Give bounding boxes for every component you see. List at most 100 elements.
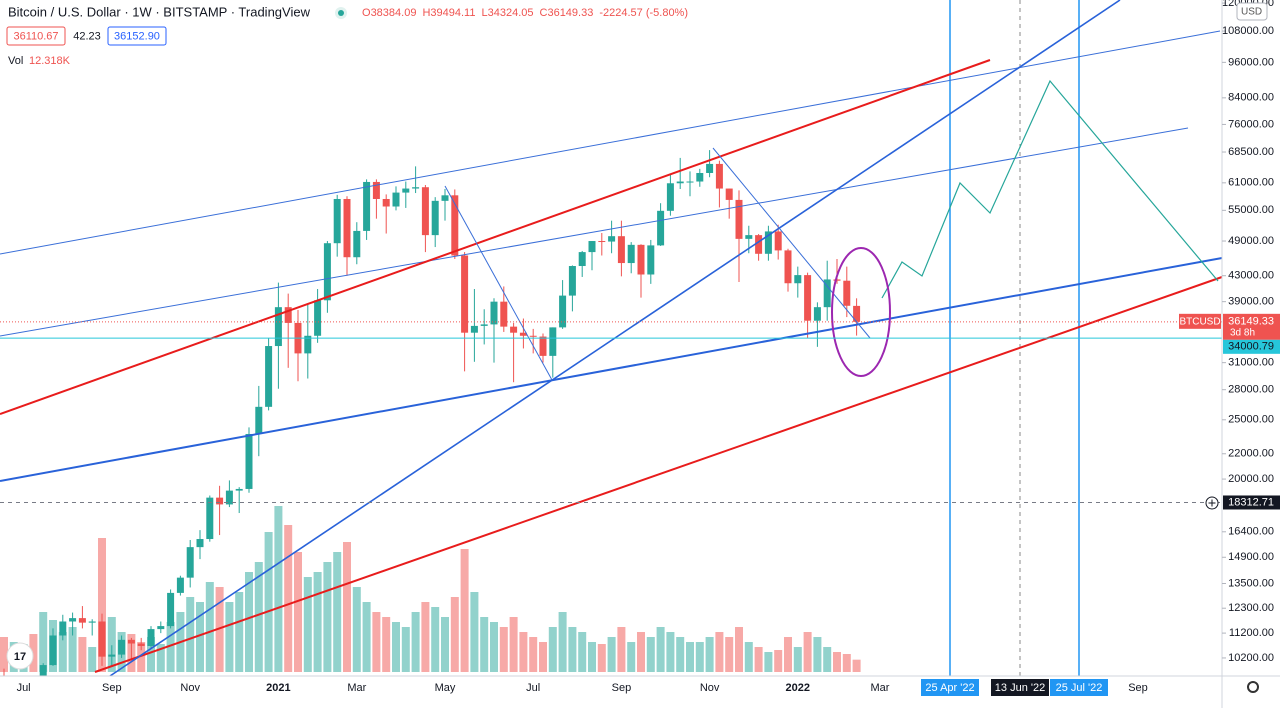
candle-body	[745, 235, 753, 239]
y-tick-label: 39000.00	[1228, 296, 1274, 308]
volume-bar	[823, 647, 832, 672]
candle-body	[647, 245, 655, 275]
candle-body	[421, 187, 429, 236]
volume-bar	[666, 632, 675, 672]
ask: 36152.90	[114, 30, 160, 42]
candle-body	[794, 275, 802, 284]
date-label: 25 Jul '22	[1056, 682, 1103, 694]
volume-bar	[215, 587, 224, 672]
volume-bar	[744, 642, 753, 672]
candle-body	[804, 275, 812, 321]
volume-bar	[842, 654, 851, 672]
price-axis	[1222, 0, 1280, 708]
trend-line	[0, 30, 1221, 255]
volume-bar	[58, 632, 67, 672]
volume-bar	[235, 592, 244, 672]
volume-bar	[411, 612, 420, 672]
currency-select[interactable]	[1236, 2, 1268, 21]
logo[interactable]	[6, 642, 34, 670]
candle-body	[578, 252, 586, 267]
trend-line	[94, 276, 1223, 673]
volume-bar	[196, 602, 204, 672]
volume-bar	[460, 549, 469, 672]
volume-bar	[529, 637, 538, 672]
symbol-title: Bitcoin / U.S. Dollar · 1W · BITSTAMP · …	[8, 4, 311, 19]
volume-bar	[754, 647, 763, 672]
volume-bar	[470, 592, 479, 672]
candle-body	[715, 163, 723, 189]
date-label: 13 Jun '22	[995, 682, 1045, 694]
candle-body	[412, 187, 420, 189]
volume-bar	[68, 627, 77, 672]
candle-body	[304, 335, 312, 354]
volume-bar	[607, 637, 616, 672]
volume-bar	[695, 642, 704, 672]
volume-bar	[392, 622, 400, 672]
x-tick-label: 2021	[266, 682, 290, 694]
candle-body	[588, 241, 596, 253]
volume-bar	[362, 602, 371, 672]
volume-bar	[558, 612, 567, 672]
y-tick-label: 11200.00	[1229, 627, 1274, 639]
x-tick-label: 2022	[786, 682, 810, 694]
volume-bar	[519, 632, 528, 672]
candle-body	[843, 280, 851, 306]
volume-bar	[568, 627, 577, 672]
y-tick-label: 49000.00	[1228, 235, 1274, 247]
candle-body	[59, 621, 67, 636]
volume-bar	[303, 577, 312, 672]
candle-body	[98, 621, 106, 657]
candle-body	[764, 231, 772, 254]
highlight-ellipse	[831, 247, 891, 377]
volume-bar	[441, 617, 449, 672]
y-tick-label: 13500.00	[1228, 577, 1274, 589]
volume-bar	[78, 637, 87, 672]
x-tick-label: Sep	[612, 682, 632, 694]
candle-body	[686, 181, 694, 183]
hline-badge	[1223, 339, 1280, 354]
candle-body	[451, 195, 459, 256]
candle-body	[725, 188, 733, 200]
settings-gear[interactable]	[1247, 681, 1259, 693]
candle-body	[470, 325, 478, 333]
hline-label: 18312.71	[1228, 496, 1274, 508]
candle-body	[402, 188, 410, 193]
x-tick-label: Nov	[180, 682, 200, 694]
volume-bar	[39, 612, 48, 672]
volume-bar	[0, 637, 8, 672]
y-tick-label: 22000.00	[1228, 448, 1274, 460]
volume-bar	[597, 644, 606, 672]
volume-bar	[431, 607, 440, 672]
volume-bar	[88, 647, 97, 672]
candle-body	[706, 163, 714, 173]
volume-bar	[774, 650, 783, 672]
x-tick-label: May	[435, 682, 456, 694]
last-price-badge	[1223, 313, 1280, 340]
candle-body	[225, 490, 233, 505]
volume-bar	[627, 642, 636, 672]
volume-bar	[323, 562, 332, 672]
y-tick-label: 55000.00	[1228, 204, 1274, 216]
volume-bar	[284, 525, 293, 672]
candle-body	[431, 200, 439, 236]
candle-body	[539, 336, 547, 356]
volume-bar	[156, 644, 165, 672]
candle-body	[657, 210, 665, 246]
candle-body	[363, 181, 371, 231]
volume-bar	[98, 538, 106, 672]
volume-bar	[107, 617, 116, 672]
trend-line	[444, 185, 553, 381]
candle-body	[549, 327, 557, 356]
volume-bar	[646, 637, 655, 672]
candle-body	[598, 241, 606, 243]
candle-body	[529, 335, 537, 337]
volume-bar	[833, 652, 841, 672]
candle-body	[784, 250, 792, 284]
candle-body	[147, 629, 155, 646]
candle-body	[372, 181, 380, 199]
candle-body	[255, 406, 263, 434]
x-tick-label: Sep	[102, 682, 122, 694]
volume-bar	[137, 642, 146, 672]
trend-line	[0, 257, 1223, 482]
